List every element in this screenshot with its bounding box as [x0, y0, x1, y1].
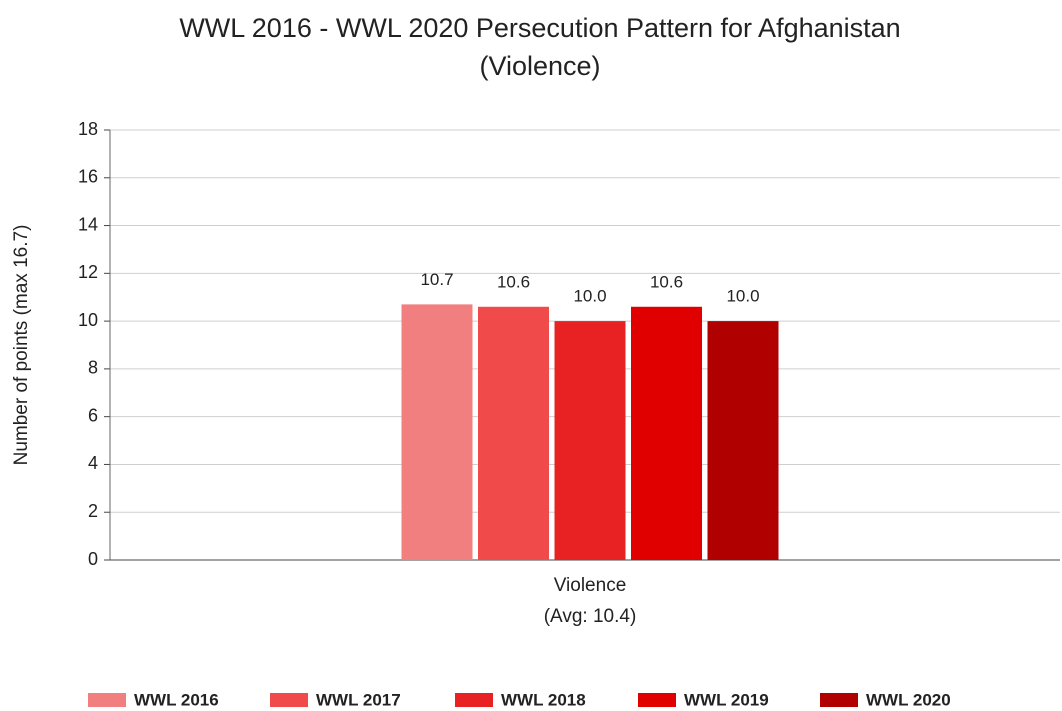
data-label: 10.6: [650, 272, 683, 291]
legend-swatch: [88, 693, 126, 707]
legend-swatch: [270, 693, 308, 707]
y-tick-label: 18: [78, 119, 98, 139]
data-label: 10.6: [497, 272, 530, 291]
data-label: 10.7: [420, 270, 453, 289]
y-tick-label: 6: [88, 405, 98, 425]
y-tick-label: 12: [78, 262, 98, 282]
bar: [401, 304, 473, 560]
legend-label: WWL 2016: [134, 690, 219, 709]
bar: [554, 321, 626, 560]
y-axis-label: Number of points (max 16.7): [11, 225, 32, 466]
bar: [631, 306, 702, 560]
y-tick-label: 2: [88, 501, 98, 521]
bar: [478, 306, 549, 560]
bar: [707, 321, 779, 560]
y-tick-label: 8: [88, 358, 98, 378]
legend-label: WWL 2018: [501, 690, 586, 709]
y-tick-label: 4: [88, 453, 98, 473]
y-tick-label: 0: [88, 549, 98, 569]
y-tick-label: 16: [78, 167, 98, 187]
chart-title: WWL 2016 - WWL 2020 Persecution Pattern …: [179, 13, 900, 43]
legend-label: WWL 2017: [316, 690, 401, 709]
data-label: 10.0: [573, 287, 606, 306]
data-label: 10.0: [726, 287, 759, 306]
legend-swatch: [455, 693, 493, 707]
chart-title: (Violence): [479, 51, 600, 81]
legend-swatch: [820, 693, 858, 707]
x-tick-sublabel: (Avg: 10.4): [544, 606, 637, 627]
legend-swatch: [638, 693, 676, 707]
legend-label: WWL 2019: [684, 690, 769, 709]
y-tick-label: 14: [78, 214, 98, 234]
x-tick-label: Violence: [554, 575, 627, 596]
y-tick-label: 10: [78, 310, 98, 330]
legend-label: WWL 2020: [866, 690, 951, 709]
